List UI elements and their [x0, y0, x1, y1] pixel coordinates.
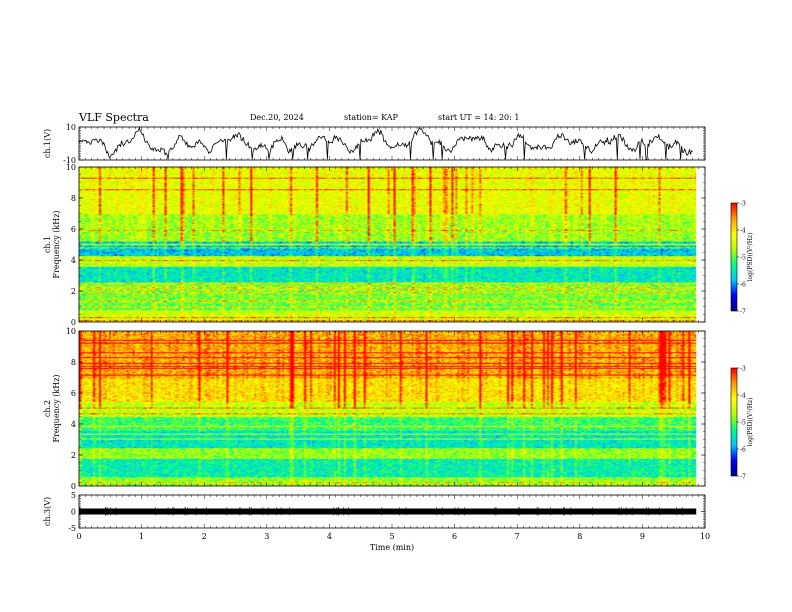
ch2-spectrogram-image	[79, 331, 697, 486]
colorbar-1-tick-2: -5	[740, 255, 746, 262]
xtick-0: 0	[76, 532, 81, 541]
ch2-spectrogram-ytick-1: 2	[71, 451, 76, 460]
xtick-9: 9	[640, 532, 645, 541]
colorbar-1-tick-4: -7	[740, 309, 746, 316]
ch2-spectrogram-ytick-4: 8	[71, 358, 76, 367]
colorbar-2-tick-4: -7	[740, 474, 746, 481]
ch2-spectrogram-ytick-3: 6	[71, 389, 76, 398]
ch1-spectrogram-ytick-4: 8	[71, 194, 76, 203]
colorbar-2-tick-0: -3	[740, 366, 746, 373]
xtick-2: 2	[202, 532, 207, 541]
colorbar-2-tick-1: -4	[740, 393, 746, 400]
ch1-spectrogram-ytick-3: 6	[71, 225, 76, 234]
xtick-5: 5	[389, 532, 394, 541]
ch1-spectrogram-ytick-1: 2	[71, 287, 76, 296]
ch1-waveform-ylabel: ch.1(V)	[43, 129, 52, 158]
x-axis-label: Time (min)	[370, 543, 414, 552]
colorbar-1-label: log(PSD)(V²/Hz)	[747, 233, 754, 282]
ch1-spectrogram-ytick-0: 0	[71, 318, 76, 327]
ch1-spectrogram-ytick-2: 4	[71, 256, 76, 265]
ch1-spectrogram-image	[79, 167, 697, 322]
start-time-label: start UT = 14: 20: 1	[438, 113, 520, 122]
colorbar-2	[731, 368, 737, 476]
ch2-spectrogram-ytick-0: 0	[71, 482, 76, 491]
xtick-3: 3	[264, 532, 269, 541]
ch1-waveform-line	[78, 125, 693, 160]
ch3-waveform-line	[79, 508, 697, 515]
ch3-waveform-ytick-1: 0	[71, 508, 76, 517]
ch1-waveform-frame	[78, 126, 706, 161]
ch2-spectrogram-ytick-5: 10	[66, 327, 76, 336]
ch3-waveform-ytick-2: 5	[71, 491, 76, 500]
ch2-spectrogram-ylabel: ch.2Frequency (kHz)	[43, 374, 61, 442]
ch3-waveform-ytick-0: -5	[68, 524, 76, 533]
date-label: Dec.20, 2024	[250, 113, 304, 122]
xtick-7: 7	[515, 532, 520, 541]
xtick-1: 1	[139, 532, 144, 541]
ch1-waveform-ytick-0: -10	[63, 156, 76, 165]
xtick-4: 4	[327, 532, 332, 541]
colorbar-2-tick-3: -6	[740, 447, 746, 454]
ch2-spectrogram-ytick-2: 4	[71, 420, 76, 429]
ch1-spectrogram-ylabel: ch.1Frequency (kHz)	[43, 210, 61, 278]
ch1-waveform-ytick-1: 10	[66, 123, 76, 132]
ch1-spectrogram-ytick-5: 10	[66, 163, 76, 172]
colorbar-1-tick-0: -3	[740, 201, 746, 208]
colorbar-1-tick-1: -4	[740, 228, 746, 235]
xtick-10: 10	[700, 532, 710, 541]
ch3-waveform-ylabel: ch.3(V)	[43, 497, 52, 526]
chart-title: VLF Spectra	[79, 111, 149, 124]
colorbar-2-tick-2: -5	[740, 420, 746, 427]
colorbar-2-label: log(PSD)(V²/Hz)	[747, 398, 754, 447]
station-label: station= KAP	[344, 113, 398, 122]
xtick-8: 8	[577, 532, 582, 541]
xtick-6: 6	[452, 532, 457, 541]
colorbar-1	[731, 203, 737, 311]
colorbar-1-tick-3: -6	[740, 282, 746, 289]
